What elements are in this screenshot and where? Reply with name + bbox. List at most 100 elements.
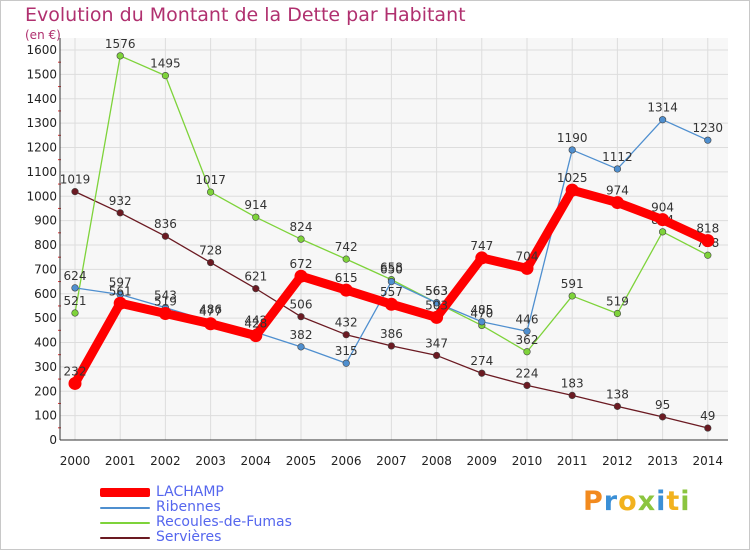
point-recoules-de-fumas (613, 309, 622, 318)
point-lachamp (430, 310, 444, 324)
point-lachamp (68, 376, 82, 390)
legend-item-recoules: Recoules-de-Fumas (100, 515, 292, 530)
y-tick-label: 1100 (26, 165, 57, 179)
data-label-servi-res: 49 (700, 409, 715, 423)
data-label-lachamp: 503 (425, 298, 448, 312)
data-label-recoules-de-fumas: 591 (561, 277, 584, 291)
data-label-lachamp: 818 (696, 222, 719, 236)
point-servi-res (161, 232, 169, 240)
logo-letter: i (656, 486, 667, 517)
data-label-recoules-de-fumas: 563 (425, 284, 448, 298)
point-lachamp (249, 329, 263, 343)
point-lachamp (294, 269, 308, 283)
y-tick-label: 700 (34, 262, 57, 276)
point-servi-res (116, 209, 124, 217)
point-servi-res (704, 424, 712, 432)
point-lachamp (113, 296, 127, 310)
logo-letter: t (666, 486, 681, 517)
point-ribennes (658, 116, 667, 124)
point-ribennes (568, 146, 576, 154)
point-lachamp (384, 297, 398, 311)
point-lachamp (204, 317, 218, 331)
x-tick-label: 2010 (512, 454, 543, 468)
y-tick-label: 400 (34, 336, 57, 350)
data-label-ribennes: 624 (64, 269, 87, 283)
logo-letter: x (637, 486, 657, 517)
x-tick-label: 2012 (602, 454, 633, 468)
point-lachamp (565, 183, 579, 197)
data-label-ribennes: 563 (425, 284, 448, 298)
y-tick-label: 800 (34, 238, 57, 252)
x-tick-label: 2001 (105, 454, 136, 468)
data-label-servi-res: 224 (516, 366, 539, 380)
data-label-lachamp: 561 (109, 284, 132, 298)
point-recoules-de-fumas (116, 52, 124, 60)
y-tick-label: 900 (34, 214, 57, 228)
x-tick-label: 2013 (647, 454, 678, 468)
point-lachamp (656, 213, 670, 227)
y-tick-label: 100 (34, 409, 57, 423)
point-recoules-de-fumas (342, 255, 350, 263)
legend-swatch-recoules (100, 521, 150, 524)
point-ribennes (297, 343, 305, 351)
data-label-servi-res: 932 (109, 194, 132, 208)
data-label-servi-res: 347 (425, 336, 448, 350)
data-label-ribennes: 382 (290, 328, 313, 342)
y-tick-label: 1200 (26, 141, 57, 155)
data-label-ribennes: 1190 (557, 131, 588, 145)
point-servi-res (523, 381, 531, 390)
data-label-ribennes: 485 (470, 303, 493, 317)
point-ribennes (387, 277, 396, 286)
data-label-ribennes: 1112 (602, 150, 633, 164)
data-label-recoules-de-fumas: 521 (64, 294, 87, 308)
data-label-ribennes: 543 (154, 289, 177, 303)
data-label-servi-res: 95 (655, 398, 670, 412)
y-tick-label: 1000 (26, 189, 57, 203)
data-label-ribennes: 446 (516, 312, 539, 326)
point-recoules-de-fumas (207, 188, 215, 196)
point-servi-res (342, 331, 350, 339)
y-tick-label: 300 (34, 360, 57, 374)
y-tick-label: 0 (49, 433, 57, 447)
y-tick-label: 1600 (26, 43, 57, 57)
x-tick-label: 2003 (195, 454, 226, 468)
point-servi-res (252, 285, 260, 293)
point-ribennes (71, 284, 79, 292)
y-tick-label: 1500 (26, 67, 57, 81)
data-label-recoules-de-fumas: 1495 (150, 57, 181, 71)
point-recoules-de-fumas (71, 309, 79, 317)
point-recoules-de-fumas (704, 251, 712, 259)
point-lachamp (158, 306, 172, 320)
x-tick-label: 2011 (557, 454, 588, 468)
point-servi-res (433, 351, 441, 360)
data-label-ribennes: 1230 (693, 121, 724, 135)
data-label-ribennes: 597 (109, 275, 132, 289)
point-ribennes (478, 318, 486, 326)
y-tick-label: 1300 (26, 116, 57, 130)
logo-letter: o (618, 486, 638, 517)
legend-swatch-lachamp (100, 488, 150, 497)
x-tick-label: 2014 (693, 454, 724, 468)
point-recoules-de-fumas (658, 228, 667, 236)
legend-swatch-servieres (100, 536, 150, 539)
data-label-ribennes: 1314 (647, 101, 678, 115)
data-label-lachamp: 557 (380, 285, 403, 299)
legend-item-ribennes: Ribennes (100, 500, 292, 515)
data-label-lachamp: 672 (290, 257, 313, 271)
point-ribennes (523, 327, 531, 335)
x-tick-label: 2006 (331, 454, 362, 468)
data-label-servi-res: 386 (380, 327, 403, 341)
point-recoules-de-fumas (568, 292, 576, 300)
data-label-lachamp: 904 (651, 201, 674, 215)
legend-label: Recoules-de-Fumas (156, 514, 292, 530)
point-recoules-de-fumas (252, 213, 260, 221)
data-label-recoules-de-fumas: 742 (335, 240, 358, 254)
data-label-recoules-de-fumas: 914 (244, 198, 267, 212)
point-ribennes (342, 359, 350, 367)
x-tick-label: 2004 (241, 454, 272, 468)
data-label-servi-res: 274 (470, 354, 493, 368)
point-lachamp (701, 234, 715, 248)
unit-label: (en €) (25, 28, 61, 42)
point-servi-res (613, 402, 622, 410)
data-label-lachamp: 519 (154, 294, 177, 308)
